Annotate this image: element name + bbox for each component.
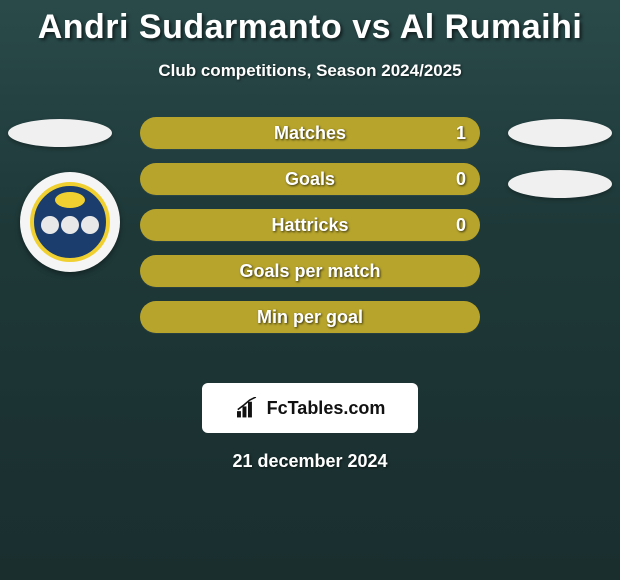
stat-label: Matches xyxy=(274,123,346,143)
stat-label: Goals xyxy=(285,169,335,189)
brand-label: FcTables.com xyxy=(267,398,386,419)
stat-row: Matches 1 xyxy=(140,117,480,149)
stat-rows: Matches 1 Goals 0 Hattricks 0 Goals per match M… xyxy=(140,117,480,333)
stat-value-right: 0 xyxy=(456,209,466,241)
stat-label: Goals per match xyxy=(239,261,380,281)
brand-box[interactable]: FcTables.com xyxy=(202,383,418,433)
stat-row: Goals per match xyxy=(140,255,480,287)
club-badge-inner xyxy=(30,182,110,262)
stat-row: Goals 0 xyxy=(140,163,480,195)
stat-row: Min per goal xyxy=(140,301,480,333)
stat-label: Hattricks xyxy=(271,215,348,235)
date-label: 21 december 2024 xyxy=(0,451,620,472)
player-right-placeholder-1 xyxy=(508,119,612,147)
badge-accent-icon xyxy=(55,192,85,208)
stat-value-right: 0 xyxy=(456,163,466,195)
stat-label: Min per goal xyxy=(257,307,363,327)
bar-chart-icon xyxy=(235,397,261,419)
badge-figures-icon xyxy=(41,216,99,234)
page-subtitle: Club competitions, Season 2024/2025 xyxy=(0,61,620,81)
page-title: Andri Sudarmanto vs Al Rumaihi xyxy=(0,0,620,47)
club-badge xyxy=(20,172,120,272)
comparison-area: Matches 1 Goals 0 Hattricks 0 Goals per match M… xyxy=(0,117,620,367)
player-right-placeholder-2 xyxy=(508,170,612,198)
player-left-placeholder xyxy=(8,119,112,147)
stat-value-right: 1 xyxy=(456,117,466,149)
stat-row: Hattricks 0 xyxy=(140,209,480,241)
